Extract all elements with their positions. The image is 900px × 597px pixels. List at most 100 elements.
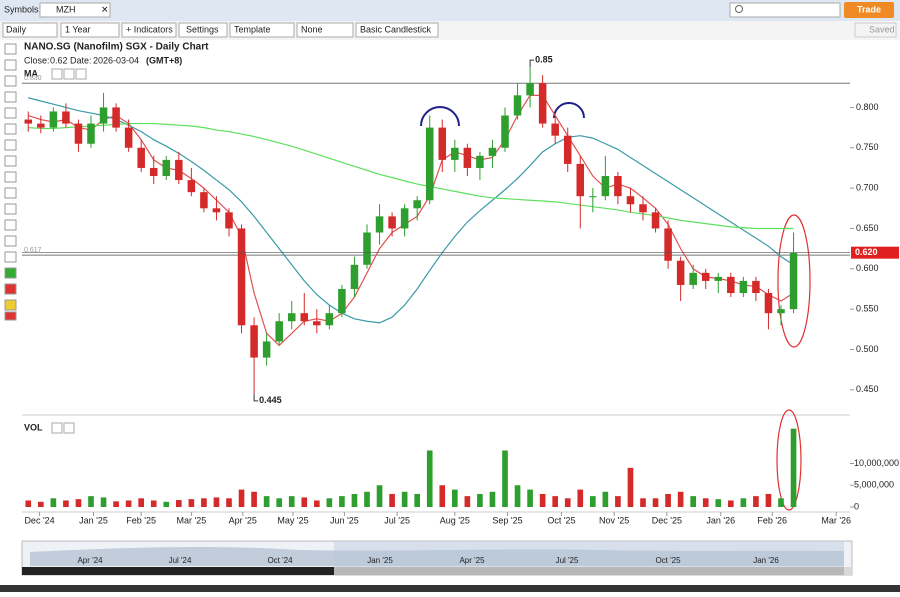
volume-bar — [238, 489, 245, 507]
annotation-leader — [253, 393, 259, 402]
trade-button[interactable] — [844, 2, 894, 18]
volume-bar — [489, 491, 496, 507]
candle-body — [400, 208, 409, 229]
volume-bar — [150, 500, 157, 507]
candle-body — [225, 212, 233, 229]
candle-body — [676, 260, 685, 285]
volume-bar — [376, 485, 383, 507]
candle-body — [501, 115, 509, 148]
candle-body — [350, 264, 359, 289]
navigator-label: Apr '24 — [77, 556, 103, 565]
volume-bar — [226, 498, 232, 507]
volume-bar — [502, 450, 508, 507]
volume-bar — [702, 498, 709, 507]
candle-body — [614, 176, 622, 197]
ma-edit[interactable] — [51, 68, 63, 80]
volume-bar — [25, 500, 32, 507]
volume-bar — [514, 485, 521, 507]
navigator-label: Oct '25 — [655, 556, 681, 565]
volume-bar — [451, 489, 458, 507]
candle-body — [701, 272, 710, 281]
last-price-box — [851, 246, 899, 259]
volume-bar — [665, 493, 671, 507]
candle-body — [62, 111, 70, 124]
candle-body — [789, 252, 798, 310]
candle-body — [664, 228, 672, 261]
candle-body — [626, 196, 635, 205]
volume-bar — [539, 493, 546, 507]
symbol: MZH — [56, 4, 76, 14]
vol-label: VOL — [24, 422, 43, 432]
volume-bar — [615, 496, 621, 507]
x-tick-label: May '25 — [277, 515, 308, 525]
interval-dropdown[interactable] — [2, 22, 58, 38]
candle-body — [175, 159, 183, 181]
volume-bar — [339, 496, 345, 507]
volume-bar — [464, 496, 471, 507]
y-tick-label: 0.700 — [856, 183, 879, 193]
y-tick-label: 0.500 — [856, 344, 879, 354]
highlight-ellipse — [777, 214, 811, 348]
range-dropdown[interactable] — [60, 22, 120, 38]
moving-average — [28, 122, 794, 230]
x-tick-label: Jul '25 — [384, 515, 410, 525]
drawing-tools — [4, 43, 17, 321]
clear-icon[interactable]: ✕ — [101, 4, 109, 14]
y-tick-label: 0.600 — [856, 263, 879, 273]
candle-body — [262, 341, 271, 358]
candle-body — [124, 127, 133, 148]
y-tick-label: 0.800 — [856, 102, 879, 112]
volume-bar — [50, 498, 57, 507]
candle-body — [538, 83, 547, 124]
ma-close[interactable] — [75, 68, 87, 80]
x-tick-label: Jan '25 — [79, 515, 108, 525]
volume-bar — [263, 496, 270, 507]
style-dropdown[interactable] — [355, 22, 439, 38]
x-tick-label: Apr '25 — [229, 515, 257, 525]
candle-body — [338, 288, 346, 314]
saved-button[interactable] — [854, 22, 897, 38]
candle-body — [87, 123, 95, 144]
x-tick-label: Mar '26 — [821, 515, 851, 525]
volume-bar — [527, 489, 533, 507]
annotation: 0.445 — [259, 395, 282, 405]
candle-body — [187, 180, 196, 193]
reference-label: 0.830 — [24, 75, 42, 82]
candle-body — [651, 212, 660, 229]
vol-close[interactable] — [63, 422, 75, 434]
ma-settings[interactable] — [63, 68, 75, 80]
volume-bar — [790, 428, 797, 507]
symbol-input[interactable] — [39, 2, 111, 18]
navigator-label: Jan '26 — [753, 556, 779, 565]
volume-bar — [690, 496, 697, 507]
search-input[interactable] — [729, 2, 841, 18]
x-tick-label: Aug '25 — [440, 515, 470, 525]
x-tick-label: Jan '26 — [706, 515, 735, 525]
candle-body — [237, 228, 246, 326]
close-label: Close: — [24, 55, 50, 65]
volume-bar — [765, 493, 772, 507]
candle-body — [777, 309, 785, 314]
candle-body — [714, 276, 723, 281]
navigator — [21, 540, 853, 576]
vol-settings[interactable] — [51, 422, 63, 434]
volume-bar — [213, 497, 220, 507]
top-bar — [0, 0, 900, 21]
volume-bar — [477, 493, 483, 507]
navigator-label: Jul '25 — [556, 556, 579, 565]
indicators: + Indicators — [126, 24, 173, 34]
y-tick-label: 0 — [854, 501, 859, 511]
overlay-dropdown[interactable] — [296, 22, 354, 38]
candle-body — [49, 111, 58, 128]
template-dropdown[interactable] — [229, 22, 295, 38]
indicators-button[interactable] — [121, 22, 177, 38]
volume-bar — [627, 467, 634, 507]
settings-button[interactable] — [178, 22, 228, 38]
candle-body — [639, 204, 647, 213]
candle-body — [325, 313, 334, 326]
close-value: 0.62 — [50, 55, 68, 65]
candle-body — [162, 159, 171, 177]
template: Template — [234, 24, 271, 34]
candle-body — [601, 176, 610, 197]
